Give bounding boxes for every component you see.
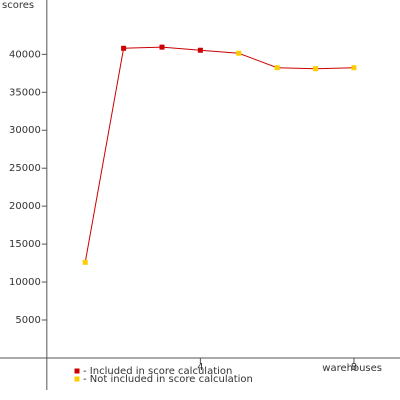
x-tick-label: 4 — [197, 362, 203, 373]
y-tick-label: 20000 — [9, 201, 41, 212]
y-tick-label: 25000 — [9, 163, 41, 174]
data-point — [236, 50, 242, 56]
y-tick-label: 15000 — [9, 239, 41, 250]
data-point — [274, 65, 280, 71]
legend-marker — [74, 368, 80, 374]
legend-label: - Not included in score calculation — [83, 374, 253, 385]
data-point — [197, 47, 203, 53]
y-tick-label: 30000 — [9, 125, 41, 136]
y-tick-label: 35000 — [9, 87, 41, 98]
x-tick-label: 8 — [351, 362, 357, 373]
data-point — [313, 66, 319, 72]
y-tick-label: 5000 — [15, 315, 40, 326]
legend-label: - Included in score calculation — [83, 366, 232, 377]
data-point — [121, 45, 127, 51]
data-line — [84, 46, 354, 263]
data-point — [351, 65, 357, 71]
data-point — [82, 259, 88, 265]
x-axis-label: warehouses — [322, 363, 382, 374]
legend-marker — [74, 376, 80, 382]
y-tick-label: 40000 — [9, 49, 41, 60]
y-tick-label: 10000 — [9, 277, 41, 288]
y-axis-label: scores — [2, 0, 34, 11]
data-point — [159, 44, 165, 50]
